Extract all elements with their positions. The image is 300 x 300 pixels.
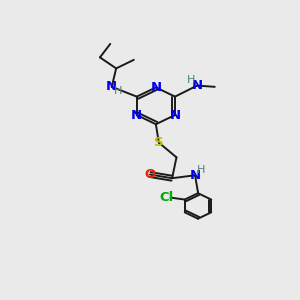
- Text: S: S: [154, 136, 164, 149]
- Text: N: N: [131, 109, 142, 122]
- Text: H: H: [197, 165, 206, 176]
- Text: N: N: [191, 79, 203, 92]
- Text: O: O: [144, 168, 156, 181]
- Text: N: N: [169, 109, 181, 122]
- Text: N: N: [150, 81, 161, 94]
- Text: Cl: Cl: [159, 191, 173, 204]
- Text: H: H: [187, 75, 195, 85]
- Text: H: H: [114, 86, 122, 96]
- Text: N: N: [106, 80, 117, 93]
- Text: N: N: [190, 169, 201, 182]
